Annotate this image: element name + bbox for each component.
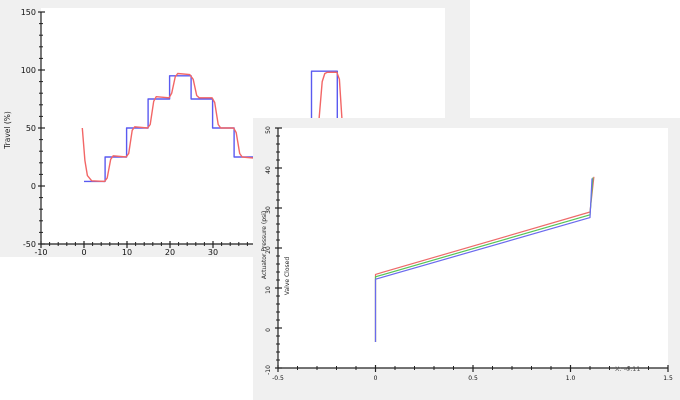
y-axis-title: Valve Closed: [284, 257, 291, 295]
y-tick-label: 150: [21, 8, 36, 17]
y-tick-label: 0: [265, 328, 272, 332]
travel-actual-line: [81, 71, 441, 185]
y-tick-label: 40: [265, 166, 272, 174]
x-tick-label: 1.5: [663, 375, 673, 382]
x-tick-label: 0.5: [468, 375, 478, 382]
x-tick-label: 30: [208, 248, 218, 257]
x-tick-label: -0.5: [272, 375, 284, 382]
x-tick-label: 20: [165, 248, 175, 257]
pressure-blue-line: [374, 178, 593, 342]
y-tick-label: 50: [26, 124, 36, 133]
crosshair-x-value: X: -0.11: [615, 365, 641, 373]
y-tick-label: 100: [21, 66, 36, 75]
y-axis-title: Travel (%): [3, 111, 12, 150]
x-tick-label: -10: [34, 248, 47, 257]
y-tick-label: 30: [265, 206, 272, 214]
valve-signature-chart-canvas: -0.5 0 0.5 1.0 1.5 50 40 30 20 10 0 -10 Actuator Pre…: [261, 126, 673, 382]
y-tick-label: 10: [265, 286, 272, 294]
x-tick-label: 0: [374, 375, 378, 382]
y-tick-label: -10: [265, 365, 272, 375]
y-tick-label: -50: [23, 240, 36, 249]
y-tick-label: 20: [265, 246, 272, 254]
y-tick-label: 0: [31, 182, 36, 191]
x-tick-label: 10: [122, 248, 132, 257]
y-axis-title: Actuator Pressure (psi): [261, 211, 268, 279]
x-tick-label: 0: [81, 248, 86, 257]
valve-signature-chart-window[interactable]: -0.5 0 0.5 1.0 1.5 50 40 30 20 10 0 -10 Actuator Pre…: [253, 118, 680, 400]
crosshair-readout: X: -0.11 Y: -17.20: [615, 334, 675, 400]
y-tick-label: 50: [265, 126, 272, 134]
x-tick-label: 1.0: [566, 375, 576, 382]
